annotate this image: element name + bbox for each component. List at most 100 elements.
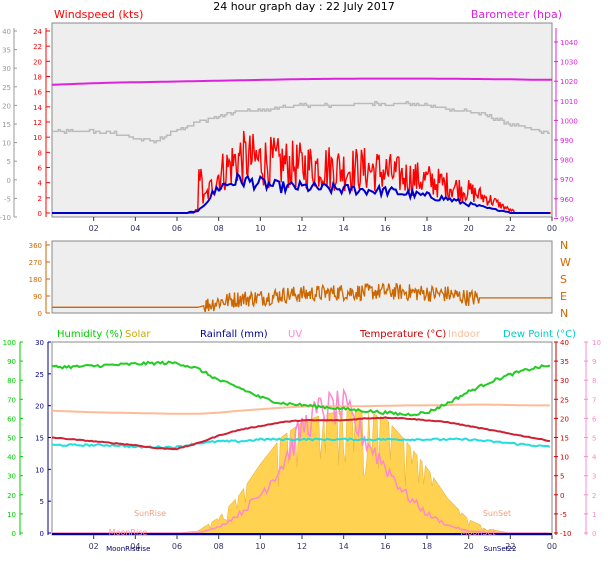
uv-tick-label: 4 [592,454,597,462]
x-tick-label: 20 [464,224,474,233]
sunrise-label: SunRise [134,509,166,518]
moonrise-label: MoonRise [109,528,148,537]
wind-tick-label: 6 [38,165,43,173]
grey-tick-label: 25 [2,84,11,92]
legend-uv: UV [288,329,302,340]
rain-tick-label: 5 [40,498,44,506]
x-tick-label: 10 [255,224,265,233]
temp-tick-label: 40 [560,339,569,347]
x-tick-label: 06 [172,542,182,551]
wind-tick-label: 12 [33,119,42,127]
x-tick-label: 22 [505,542,515,551]
x-tick-label: 18 [422,224,432,233]
bottom-hour22-label: 22 [508,545,517,553]
bottom-sunrise-label: rise [138,545,151,553]
humidity-tick-label: 100 [3,339,16,347]
temp-tick-label: 20 [560,415,569,423]
legend-solar: Solar [125,329,151,340]
humidity-tick-label: 60 [7,415,16,423]
x-tick-label: 04 [130,542,140,551]
uv-tick-label: 7 [592,396,596,404]
compass-label: N [560,307,568,320]
temp-tick-label: 25 [560,396,569,404]
uv-tick-label: 1 [592,511,596,519]
grey-tick-label: -5 [4,195,11,203]
baro-tick-label: 1000 [560,117,578,125]
baro-tick-label: 970 [560,176,573,184]
barometer-line [51,77,552,86]
uv-tick-label: 5 [592,435,596,443]
x-tick-label: 02 [89,542,99,551]
temp-tick-label: 30 [560,377,569,385]
wind-tick-label: 20 [33,58,42,66]
x-tick-label: 16 [380,224,390,233]
grey-tick-label: 20 [2,102,11,110]
humidity-tick-label: 0 [12,530,16,538]
x-tick-label: 14 [339,542,349,551]
dir-tick-label: 180 [29,276,42,284]
x-tick-label: 08 [214,542,224,551]
temp-tick-label: 15 [560,435,569,443]
uv-tick-label: 10 [592,339,601,347]
wind-tick-label: 14 [33,104,42,112]
wind-tick-label: 10 [33,134,42,142]
wind-tick-label: 0 [38,210,42,218]
rain-tick-label: 25 [35,371,44,379]
x-tick-label: 04 [130,224,140,233]
legend-temperature: Temperature (°C) [359,329,446,340]
compass-label: W [560,256,571,269]
grey-tick-label: 15 [2,121,11,129]
humidity-tick-label: 10 [7,511,16,519]
wind-tick-label: 4 [38,180,43,188]
temp-tick-label: 5 [560,473,564,481]
x-tick-label: 10 [255,542,265,551]
temperature-line [51,416,550,451]
uv-tick-label: 8 [592,377,596,385]
wind-direction-line [52,282,552,313]
grey-trace-line [52,100,550,144]
moonset-label: MoonSet [461,528,496,537]
baro-tick-label: 1020 [560,78,578,86]
bottom-sunset-label: SunSet [484,545,509,553]
wind-tick-label: 16 [33,89,42,97]
rain-tick-label: 0 [40,530,44,538]
bottom-moonrise-label: MoonRise [106,545,140,553]
legend-rainfall: Rainfall (mm) [200,329,268,340]
humidity-line [51,360,551,417]
dir-tick-label: 270 [29,259,42,267]
temp-tick-label: 35 [560,358,569,366]
uv-tick-label: 0 [592,530,596,538]
x-tick-label: 16 [380,542,390,551]
compass-label: E [560,290,567,303]
legend-dewpoint: Dew Point (°C) [503,329,576,340]
rain-tick-label: 20 [35,403,44,411]
wind-tick-label: 22 [33,43,42,51]
grey-tick-label: 30 [2,65,11,73]
baro-tick-label: 960 [560,196,573,204]
humidity-tick-label: 80 [7,377,16,385]
direction-plot-area [51,240,553,314]
rain-tick-label: 30 [35,339,44,347]
temp-tick-label: 10 [560,454,569,462]
grey-tick-label: -10 [0,214,11,222]
indoor-line [52,403,550,415]
uv-tick-label: 2 [592,492,596,500]
legend-indoor: Indoor [448,329,481,340]
humidity-tick-label: 50 [7,435,16,443]
humidity-tick-label: 30 [7,473,16,481]
uv-tick-label: 6 [592,415,597,423]
x-tick-label: 12 [297,542,307,551]
wind-plot-area [51,22,553,218]
wind-tick-label: 2 [38,195,42,203]
temp-tick-label: -5 [560,511,567,519]
x-tick-label: 00 [547,542,557,551]
x-tick-label: 00 [547,224,557,233]
wind-average-line [52,171,550,214]
temp-tick-label: 0 [560,492,564,500]
dir-tick-label: 90 [33,293,42,301]
rain-tick-label: 10 [35,466,44,474]
baro-tick-label: 1010 [560,98,578,106]
wind-tick-label: 24 [33,28,42,36]
grey-tick-label: 35 [2,47,11,55]
